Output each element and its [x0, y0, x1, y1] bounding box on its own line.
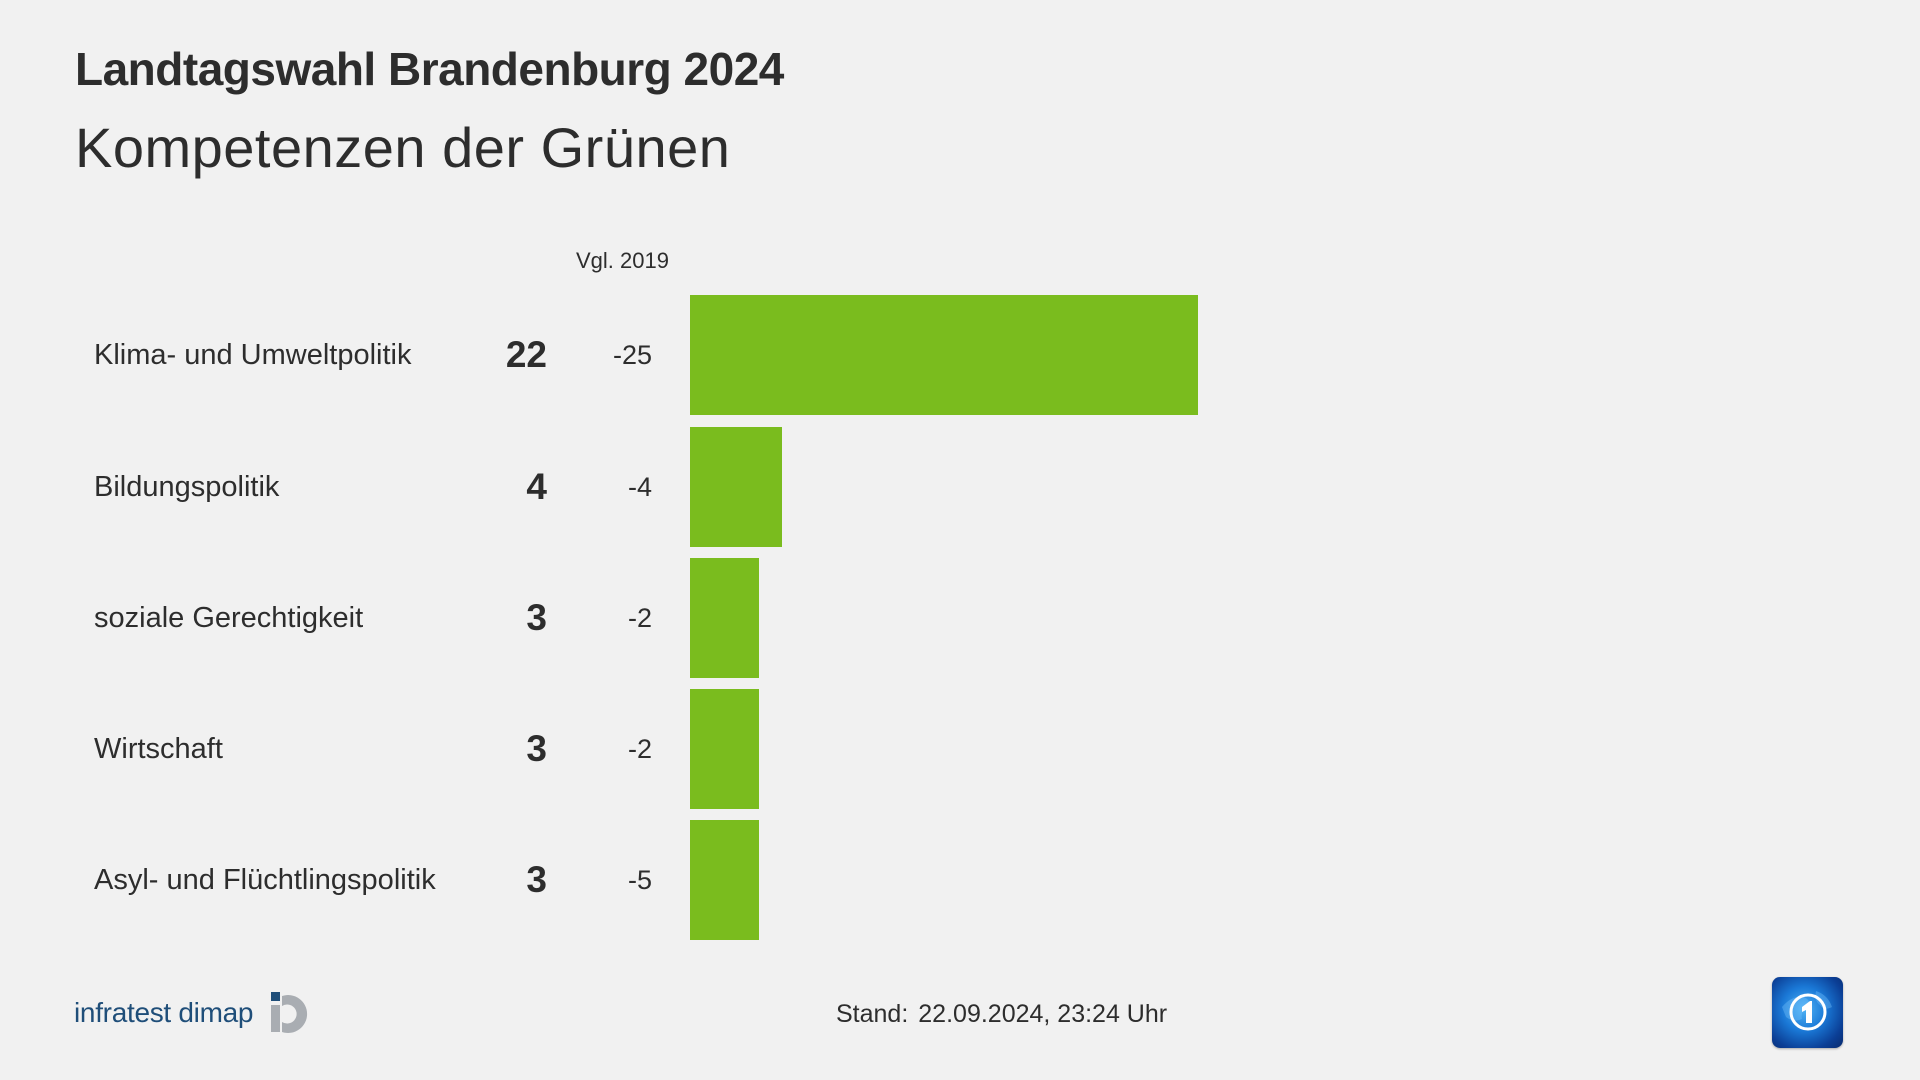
bar — [690, 427, 782, 547]
value-label: 4 — [526, 466, 547, 507]
category-label: Klima- und Umweltpolitik — [94, 339, 412, 371]
ard-tagesschau-logo-icon — [1772, 977, 1843, 1048]
value-label: 3 — [526, 859, 547, 900]
value-label: 22 — [505, 334, 547, 375]
chart-row: Wirtschaft 3 -2 — [0, 689, 1920, 809]
bar — [690, 689, 759, 809]
timestamp: Stand: 22.09.2024, 23:24 Uhr — [836, 1000, 1167, 1029]
stand-label: Stand: — [836, 1000, 909, 1028]
chart-row: soziale Gerechtigkeit 3 -2 — [0, 558, 1920, 678]
value-label: 3 — [526, 597, 547, 638]
chart-row: Bildungspolitik 4 -4 — [0, 427, 1920, 547]
category-label: Bildungspolitik — [94, 471, 280, 503]
category-label: soziale Gerechtigkeit — [94, 602, 364, 634]
diff-label: -4 — [627, 472, 652, 502]
category-label: Wirtschaft — [94, 733, 223, 765]
diff-label: -25 — [612, 340, 652, 370]
diff-label: -2 — [627, 734, 652, 764]
bar — [690, 295, 1198, 415]
infratest-dimap-logo: infratest dimap — [74, 990, 313, 1036]
category-label: Asyl- und Flüchtlingspolitik — [94, 864, 436, 896]
chart-row: Asyl- und Flüchtlingspolitik 3 -5 — [0, 820, 1920, 940]
bar — [690, 820, 759, 940]
chart-subtitle: Kompetenzen der Grünen — [75, 116, 731, 179]
globe-one-icon — [1782, 991, 1832, 1031]
infratest-dimap-mark-icon — [271, 992, 308, 1033]
diff-label: -2 — [627, 603, 652, 633]
chart-title: Landtagswahl Brandenburg 2024 — [75, 43, 784, 95]
chart-row: Klima- und Umweltpolitik 22 -25 — [0, 295, 1920, 415]
source-brand-text: infratest dimap — [74, 997, 254, 1028]
value-label: 3 — [526, 728, 547, 769]
bar — [690, 558, 759, 678]
diff-label: -5 — [627, 865, 652, 895]
comparison-column-header: Vgl. 2019 — [576, 248, 669, 273]
stand-value: 22.09.2024, 23:24 Uhr — [918, 1000, 1168, 1028]
